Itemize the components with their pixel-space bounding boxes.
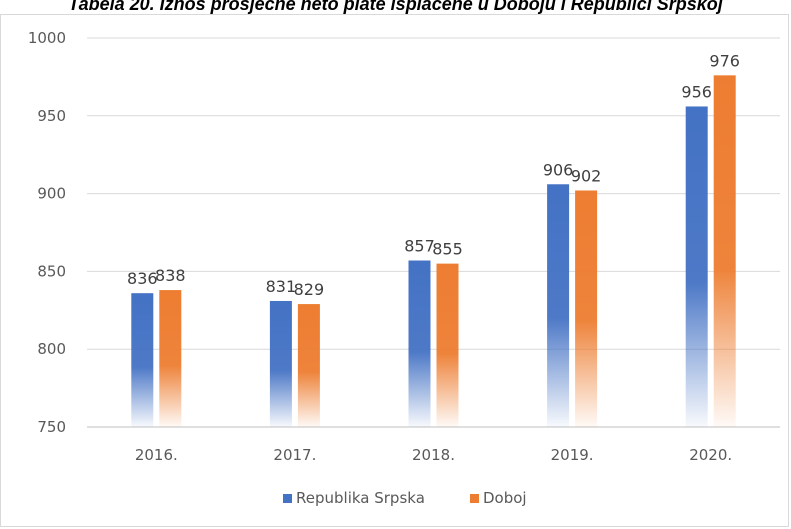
data-label: 836 [127,269,158,288]
y-tick-label: 750 [37,418,66,436]
y-tick-label: 850 [37,262,66,280]
chart-title: Tabela 20. Iznos prosječne neto plate is… [68,0,723,14]
x-tick-label: 2019. [551,446,594,464]
y-tick-label: 1000 [28,29,66,47]
chart-frame [0,14,789,527]
x-tick-label: 2016. [135,446,178,464]
bar-republika-srpska-2019 [547,184,570,427]
x-tick-label: 2020. [689,446,732,464]
y-axis-ticks: 750 800 850 900 950 1000 [28,29,66,436]
data-label: 838 [155,266,186,285]
x-axis-ticks: 2016. 2017. 2018. 2019. 2020. [135,446,732,464]
legend-label-1: Doboj [483,489,527,507]
bar-republika-srpska-2020 [685,106,708,428]
legend-swatch-1 [470,494,479,503]
bar-doboj-2019 [575,190,598,427]
gridlines [87,37,780,428]
data-label: 956 [681,82,712,101]
bar-doboj-2020 [713,75,736,428]
data-label: 831 [266,277,297,296]
bars [131,75,736,428]
legend-swatch-0 [283,494,292,503]
bar-doboj-2017 [297,304,320,427]
bar-doboj-2018 [436,263,459,427]
data-label: 906 [543,160,574,179]
data-label: 855 [432,240,463,259]
data-label: 829 [294,280,325,299]
data-label: 857 [404,237,435,256]
bar-doboj-2016 [159,290,182,427]
data-label: 976 [709,51,740,70]
bar-republika-srpska-2016 [131,293,154,427]
x-tick-label: 2017. [273,446,316,464]
legend: Republika Srpska Doboj [283,489,527,507]
y-tick-label: 900 [37,185,66,203]
data-label: 902 [571,166,602,185]
y-tick-label: 950 [37,107,66,125]
x-tick-label: 2018. [412,446,455,464]
bar-republika-srpska-2017 [269,300,292,427]
y-tick-label: 800 [37,340,66,358]
bar-republika-srpska-2018 [408,260,431,427]
legend-label-0: Republika Srpska [296,489,425,507]
